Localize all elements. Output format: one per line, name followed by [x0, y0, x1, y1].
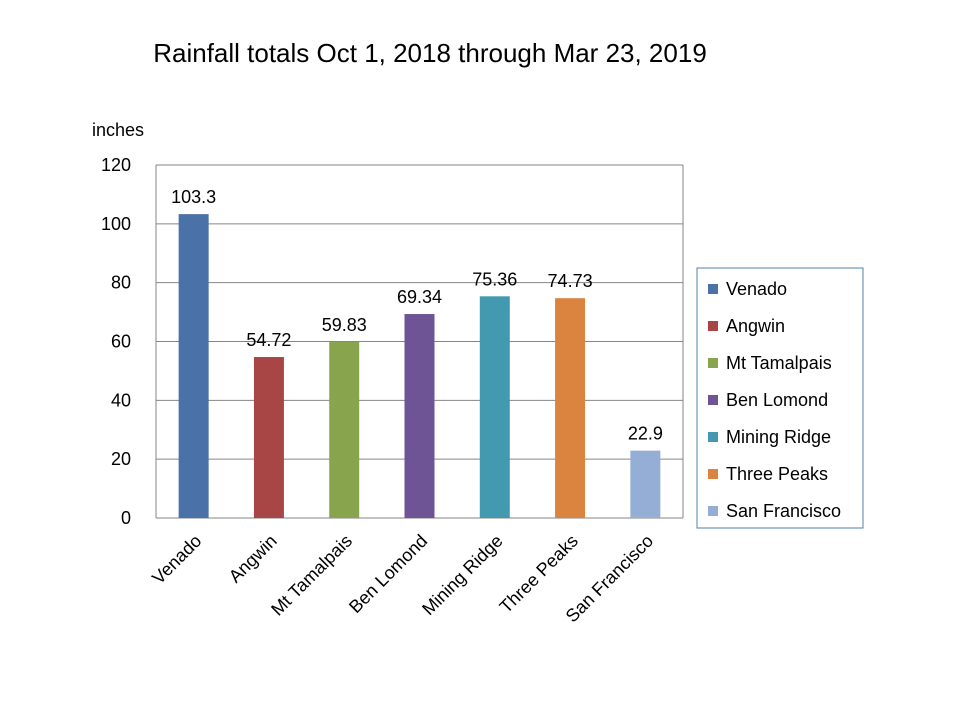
legend-entry: Ben Lomond	[726, 390, 828, 410]
bar	[630, 450, 661, 518]
category-label: Mt Tamalpais	[267, 531, 356, 620]
legend-entry: Three Peaks	[726, 464, 828, 484]
legend-swatch	[708, 321, 718, 331]
y-axis-tick-labels: 0 20 40 60 80 100 120	[101, 155, 131, 528]
legend-swatch	[708, 432, 718, 442]
category-label: Angwin	[225, 531, 281, 587]
legend-swatch	[708, 469, 718, 479]
bar	[479, 296, 510, 518]
bar	[329, 342, 360, 518]
data-labels: 103.3 54.72 59.83 69.34 75.36 74.73 22.9	[171, 187, 663, 444]
data-label: 74.73	[548, 271, 593, 291]
data-label: 75.36	[472, 269, 517, 289]
y-tick-label: 60	[111, 332, 131, 352]
legend: Venado Angwin Mt Tamalpais Ben Lomond Mining…	[696, 267, 864, 529]
gridlines	[155, 164, 684, 519]
legend-box	[696, 267, 864, 529]
legend-swatch	[708, 358, 718, 368]
y-tick-label: 120	[101, 155, 131, 175]
category-label: Mining Ridge	[418, 531, 506, 619]
chart-title: Rainfall totals Oct 1, 2018 through Mar …	[153, 38, 707, 68]
data-label: 54.72	[246, 330, 291, 350]
bar	[404, 314, 435, 518]
data-label: 22.9	[628, 424, 663, 444]
category-label: Venado	[148, 531, 205, 588]
y-axis-unit-label: inches	[92, 120, 144, 140]
y-tick-label: 100	[101, 214, 131, 234]
legend-entry: Angwin	[726, 316, 785, 336]
bar	[555, 298, 586, 518]
y-tick-label: 0	[121, 508, 131, 528]
y-tick-label: 20	[111, 449, 131, 469]
legend-entry: San Francisco	[726, 501, 841, 521]
legend-entry: Venado	[726, 279, 787, 299]
legend-entry: Mt Tamalpais	[726, 353, 832, 373]
legend-swatch	[708, 284, 718, 294]
bar	[178, 214, 209, 518]
legend-swatch	[708, 395, 718, 405]
data-label: 59.83	[322, 315, 367, 335]
y-tick-label: 40	[111, 390, 131, 410]
bars	[178, 214, 661, 518]
data-label: 103.3	[171, 187, 216, 207]
legend-swatch	[708, 506, 718, 516]
data-label: 69.34	[397, 287, 442, 307]
legend-entry: Mining Ridge	[726, 427, 831, 447]
bar	[253, 357, 284, 518]
y-tick-label: 80	[111, 273, 131, 293]
